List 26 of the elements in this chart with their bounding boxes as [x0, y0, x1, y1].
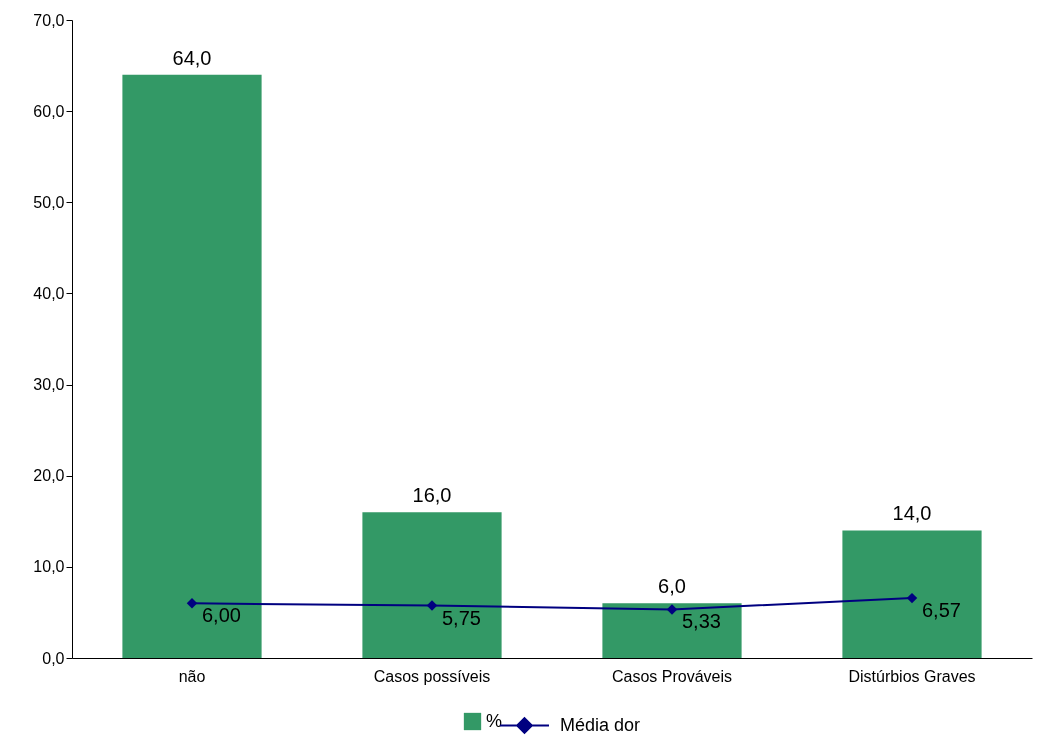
x-tick-label: Distúrbios Graves	[848, 667, 976, 685]
y-tick-label: 70,0	[33, 11, 65, 29]
legend-label: Média dor	[560, 714, 641, 735]
data-label: 6,0	[658, 575, 686, 598]
data-label: 14,0	[892, 502, 932, 525]
y-tick-label: 10,0	[33, 558, 65, 576]
data-label: 6,57	[922, 599, 961, 622]
data-label: 5,33	[682, 610, 721, 633]
bar	[842, 530, 982, 658]
x-tick-label: Casos Prováveis	[611, 667, 733, 685]
data-label: 6,00	[202, 604, 241, 627]
data-label: 16,0	[412, 484, 452, 507]
y-tick-label: 50,0	[33, 193, 65, 211]
legend-label: %	[486, 710, 503, 731]
y-tick-label: 20,0	[33, 467, 65, 485]
bar	[602, 603, 742, 658]
x-tick-label: Casos possíveis	[373, 667, 491, 685]
y-tick-label: 40,0	[33, 284, 65, 302]
bar	[362, 512, 502, 658]
y-tick-label: 60,0	[33, 102, 65, 120]
bar	[122, 74, 262, 658]
y-tick-label: 0,0	[42, 649, 65, 667]
data-label: 64,0	[172, 46, 212, 69]
x-tick-label: não	[178, 667, 206, 685]
data-label: 5,75	[442, 606, 481, 629]
y-tick-label: 30,0	[33, 376, 65, 394]
